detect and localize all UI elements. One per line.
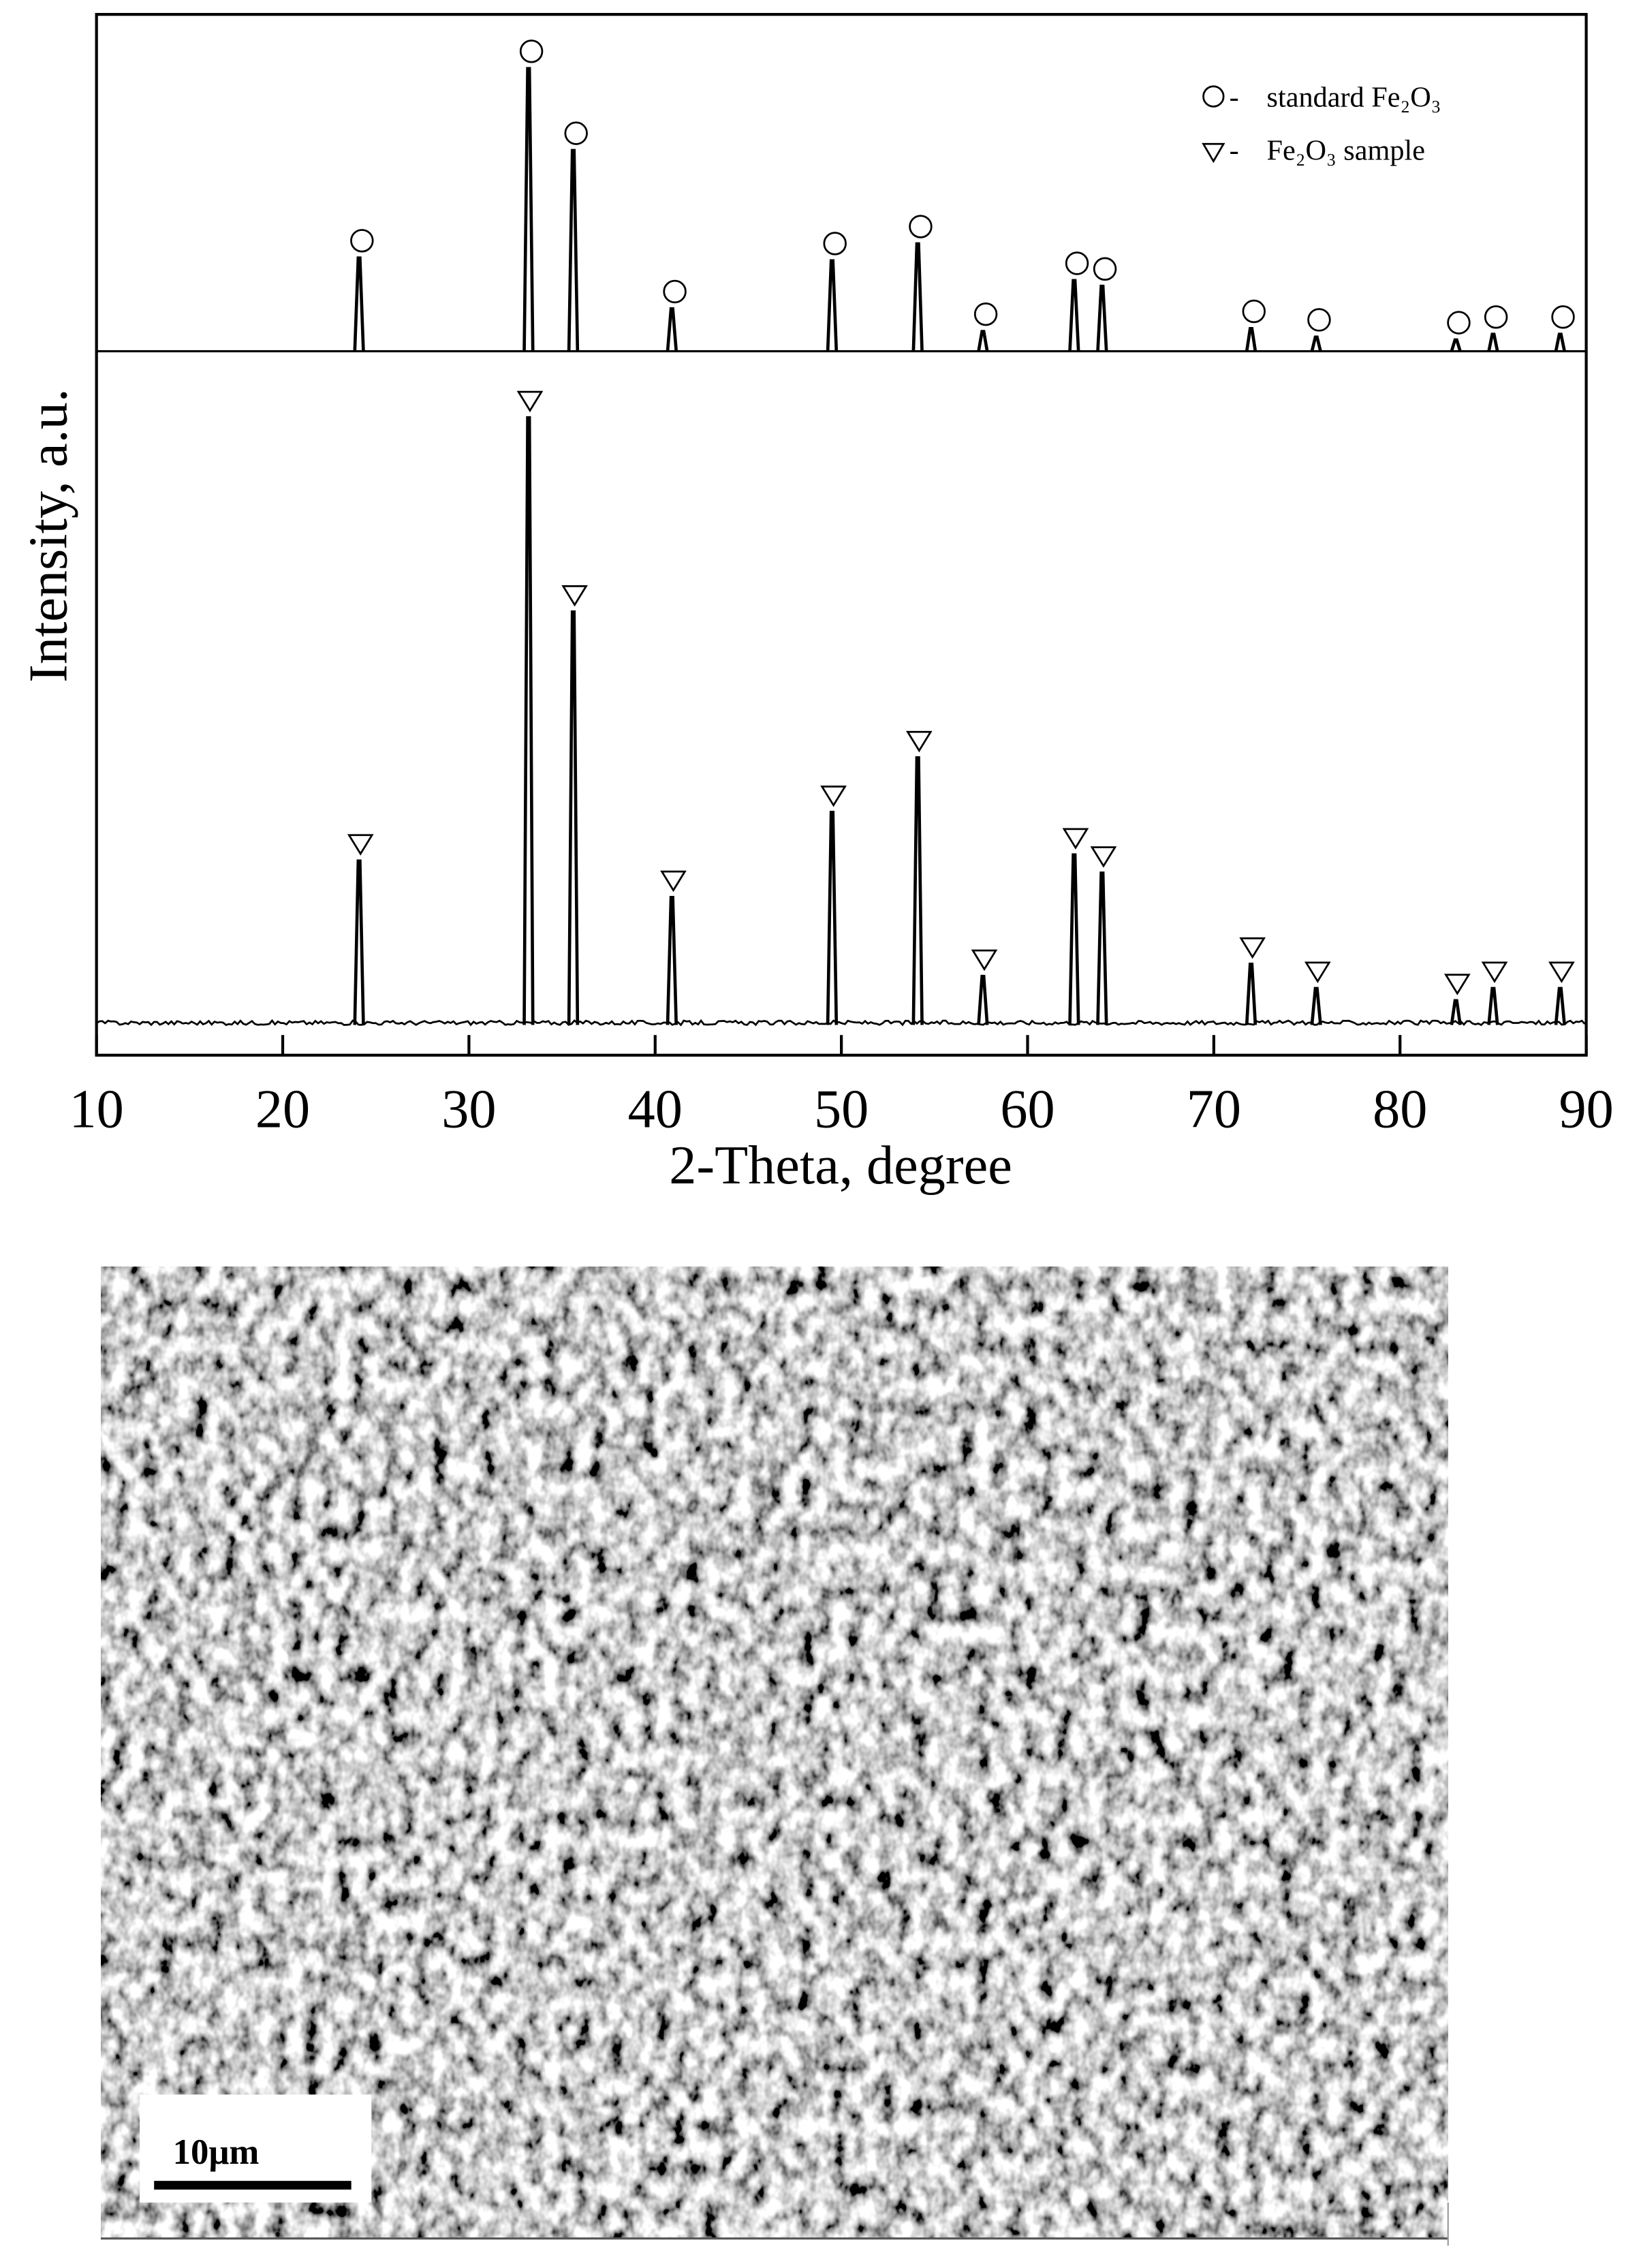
peak-marker	[564, 121, 588, 145]
peak	[1487, 332, 1499, 352]
peak	[1245, 962, 1257, 1025]
peak	[522, 67, 535, 352]
peak	[1554, 332, 1566, 352]
legend-label: Fe₂O₃ sample	[1267, 135, 1425, 167]
x-tick-label: 50	[814, 1078, 869, 1139]
peak	[1245, 327, 1257, 352]
x-tick-label: 20	[255, 1078, 310, 1139]
peak-marker	[1065, 251, 1089, 275]
x-tick-label: 60	[1000, 1078, 1054, 1139]
scale-bar-label: 10μm	[173, 2132, 260, 2172]
legend-dash: -	[1230, 81, 1239, 113]
peak	[1068, 279, 1080, 352]
peak-marker	[823, 232, 847, 255]
peak	[1310, 987, 1322, 1025]
peak	[1068, 853, 1080, 1025]
peak-marker	[519, 40, 544, 63]
peak	[567, 610, 580, 1025]
peak-marker	[660, 870, 687, 892]
peak	[826, 259, 839, 352]
peak-marker	[1242, 299, 1266, 324]
peak	[826, 811, 839, 1025]
peak	[1554, 987, 1566, 1025]
peak	[1096, 871, 1108, 1025]
peak	[522, 416, 535, 1025]
peak-marker	[820, 786, 847, 807]
peak	[1450, 338, 1462, 352]
legend-dash: -	[1230, 135, 1239, 167]
peak	[977, 330, 989, 352]
peak-marker	[905, 730, 933, 753]
peak-marker	[1307, 308, 1331, 332]
peak-marker	[1481, 961, 1508, 984]
peak-marker	[347, 834, 374, 856]
x-tick-label: 30	[441, 1078, 496, 1139]
peak	[977, 974, 989, 1025]
peak-marker	[561, 585, 588, 607]
peak-marker	[1447, 311, 1471, 335]
peak	[666, 307, 678, 352]
peak-marker	[1239, 937, 1266, 959]
legend-marker	[1202, 85, 1225, 108]
peak-marker	[1551, 305, 1575, 329]
legend-marker	[1202, 142, 1225, 164]
peak	[911, 242, 924, 352]
x-tick-label: 40	[628, 1078, 683, 1139]
x-tick-label: 70	[1187, 1078, 1241, 1139]
peak	[1450, 999, 1462, 1025]
peak	[353, 256, 365, 352]
legend-label: standard Fe₂O₃	[1267, 81, 1441, 113]
x-tick-label: 90	[1559, 1078, 1613, 1139]
peak-marker	[1090, 846, 1117, 868]
peak	[666, 895, 678, 1025]
peak-marker	[973, 302, 998, 326]
x-tick-label: 10	[69, 1078, 124, 1139]
peak-marker	[516, 390, 544, 413]
peak	[567, 149, 580, 352]
x-tick-label: 80	[1373, 1078, 1427, 1139]
peak	[353, 859, 365, 1025]
peak	[1096, 284, 1108, 352]
sem-image	[101, 1267, 1448, 2239]
peak-marker	[971, 949, 998, 972]
peak-marker	[350, 229, 374, 253]
peak-marker	[1304, 961, 1331, 984]
x-axis-label: 2-Theta, degree	[669, 1135, 1012, 1196]
plot-frame	[95, 13, 1588, 1057]
peak-marker	[909, 215, 933, 238]
peak-marker	[1444, 974, 1471, 995]
peak	[911, 756, 924, 1025]
y-axis-label: Intensity, a.u.	[18, 388, 78, 683]
baseline	[95, 1019, 1586, 1027]
peak	[1310, 335, 1322, 352]
peak	[1487, 987, 1499, 1025]
peak-marker	[1548, 961, 1575, 984]
peak-marker	[1062, 828, 1089, 850]
peak-marker	[1093, 257, 1117, 281]
peak-marker	[1484, 305, 1508, 329]
peak-marker	[663, 279, 687, 304]
